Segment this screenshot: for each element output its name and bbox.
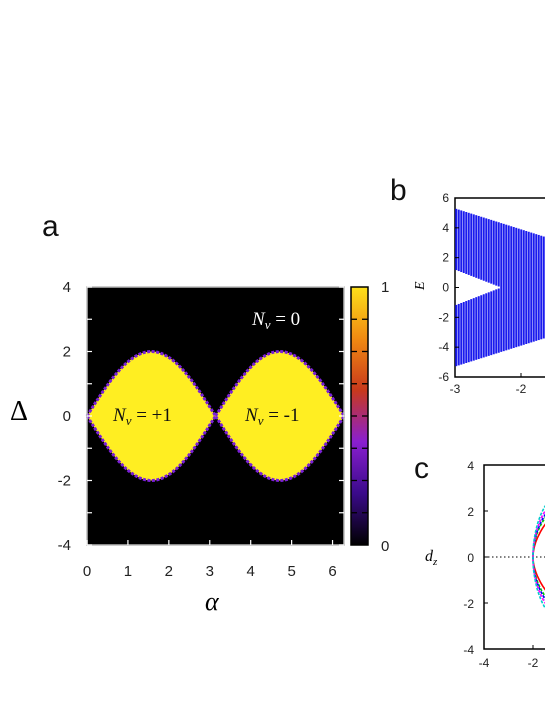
b-y-tick-label: 4 [442, 221, 449, 235]
panel-a-letter: a [42, 210, 59, 243]
x-tick-label: 0 [83, 563, 91, 580]
b-y-tick-label: -6 [438, 370, 449, 384]
c-y-tick-label: 4 [467, 459, 474, 473]
svg-text:Nv = 0: Nv = 0 [251, 309, 300, 332]
panel-c-plot-area [483, 464, 545, 650]
panel-c-letter: c [414, 452, 429, 485]
b-x-tick-label: -3 [450, 382, 461, 396]
b-y-tick-label: 6 [442, 191, 449, 205]
x-tick-label: 3 [206, 563, 214, 580]
x-tick-label: 6 [328, 563, 336, 580]
x-tick-label: 4 [247, 563, 255, 580]
panel-c-curves [532, 504, 545, 610]
y-tick-label: 2 [63, 344, 71, 361]
colorbar-ticks [351, 318, 368, 514]
region-label-zero: Nv = 0 [251, 309, 300, 332]
y-tick-label: 0 [63, 408, 71, 425]
panel-b-plot-area [454, 197, 545, 378]
b-y-tick-label: -2 [438, 310, 449, 324]
panel-c: 4 2 0 -2 -4 -4 -2 dz [425, 459, 545, 670]
panel-a: 0 1 2 3 4 5 6 4 2 0 -2 -4 α Δ Nv = +1 Nv = -1 Nv =… [10, 279, 389, 616]
x-tick-label: 5 [287, 563, 295, 580]
region-label-minus: Nv = -1 [244, 405, 300, 428]
panel-a-ylabel: Δ [10, 396, 28, 427]
svg-text:Nv = -1: Nv = -1 [244, 405, 300, 428]
region-plus [85, 349, 217, 483]
b-y-tick-label: -4 [438, 340, 449, 354]
c-y-tick-label: -2 [463, 597, 474, 611]
panel-b-letter: b [390, 174, 407, 207]
panel-a-regions [85, 349, 346, 483]
b-x-tick-label: -2 [516, 382, 527, 396]
c-x-tick-label: -2 [528, 656, 539, 670]
colorbar-min-label: 0 [381, 538, 389, 555]
svg-text:Nv = +1: Nv = +1 [112, 405, 172, 428]
c-y-tick-label: 0 [467, 551, 474, 565]
c-x-tick-label: -4 [479, 656, 490, 670]
b-y-tick-label: 2 [442, 251, 449, 265]
panel-b-ylabel: E [413, 281, 428, 291]
x-tick-label: 2 [165, 563, 173, 580]
c-curve [532, 504, 545, 610]
panel-a-ticks [86, 286, 344, 546]
panel-c-ylabel: dz [425, 548, 438, 568]
x-tick-label: 1 [124, 563, 132, 580]
y-tick-label: 4 [63, 279, 71, 296]
y-tick-label: -2 [58, 473, 71, 490]
c-y-tick-label: -4 [463, 643, 474, 657]
panel-c-ticks: 4 2 0 -2 -4 -4 -2 [463, 459, 538, 670]
panel-a-xlabel: α [205, 587, 220, 616]
panel-b-bands [455, 208, 545, 367]
c-y-tick-label: 2 [467, 505, 474, 519]
region-minus [214, 349, 346, 483]
colorbar-max-label: 1 [381, 279, 389, 296]
y-tick-label: -4 [58, 537, 71, 554]
b-y-tick-label: 0 [442, 281, 449, 295]
region-label-plus: Nv = +1 [112, 405, 172, 428]
